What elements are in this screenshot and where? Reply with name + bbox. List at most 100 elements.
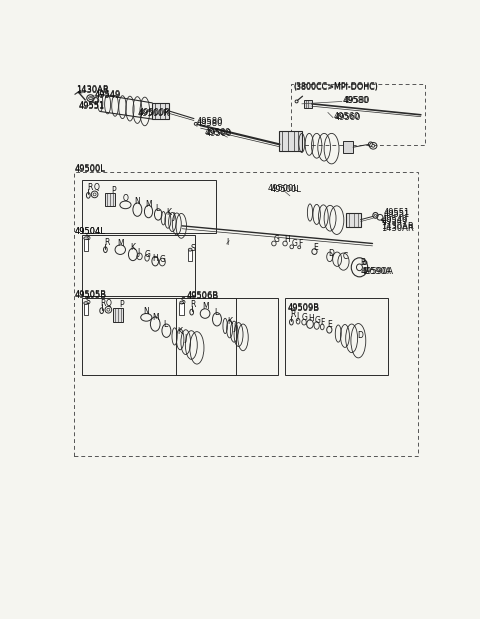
Text: G: G xyxy=(160,254,166,264)
Text: 49580: 49580 xyxy=(197,119,223,128)
Bar xyxy=(285,298,388,374)
Text: J: J xyxy=(137,248,140,257)
Text: 49551: 49551 xyxy=(384,210,410,219)
Text: H: H xyxy=(308,314,313,323)
Ellipse shape xyxy=(107,308,110,311)
Text: E: E xyxy=(313,243,318,253)
Text: 49551: 49551 xyxy=(79,102,105,111)
Ellipse shape xyxy=(374,214,377,216)
Bar xyxy=(84,303,88,316)
Text: M: M xyxy=(145,200,152,209)
Text: 49506B: 49506B xyxy=(186,292,219,301)
Text: R: R xyxy=(87,183,92,192)
Text: 49500R: 49500R xyxy=(139,108,171,117)
Text: 49549: 49549 xyxy=(382,215,408,224)
Text: L: L xyxy=(214,308,218,317)
Text: 1430AR: 1430AR xyxy=(382,222,414,232)
Text: 49500L: 49500L xyxy=(267,184,299,193)
Text: G: G xyxy=(302,313,308,322)
Text: K: K xyxy=(228,317,232,326)
Ellipse shape xyxy=(93,193,96,196)
Text: 1430AR: 1430AR xyxy=(382,224,414,233)
Text: K: K xyxy=(166,208,171,217)
Ellipse shape xyxy=(89,97,92,100)
Ellipse shape xyxy=(372,144,375,147)
Text: R: R xyxy=(104,238,109,247)
Text: N: N xyxy=(134,197,140,206)
Text: 49560: 49560 xyxy=(334,111,360,121)
Text: J: J xyxy=(172,212,175,221)
Text: 49500L: 49500L xyxy=(75,165,106,174)
Text: D: D xyxy=(358,331,363,340)
Ellipse shape xyxy=(84,301,88,305)
Text: R: R xyxy=(190,300,195,309)
Text: E: E xyxy=(327,320,332,329)
Text: P: P xyxy=(111,186,116,195)
Text: K: K xyxy=(178,327,182,336)
Bar xyxy=(105,193,115,206)
Text: S: S xyxy=(181,297,186,306)
Text: J: J xyxy=(297,312,299,321)
Bar xyxy=(113,308,123,322)
Text: S: S xyxy=(190,244,195,253)
Text: G: G xyxy=(291,238,297,248)
Bar xyxy=(188,249,192,261)
Text: 49509B: 49509B xyxy=(288,303,320,313)
Ellipse shape xyxy=(188,248,192,251)
Bar xyxy=(347,212,360,227)
Text: Q: Q xyxy=(106,298,111,308)
Text: 49560: 49560 xyxy=(204,128,231,137)
Text: L: L xyxy=(163,319,168,329)
Bar xyxy=(74,172,418,456)
Text: 49549: 49549 xyxy=(94,90,120,99)
Text: 49580: 49580 xyxy=(343,95,369,105)
Text: P: P xyxy=(120,300,124,310)
Text: 49506B: 49506B xyxy=(186,291,219,300)
Bar xyxy=(279,131,302,150)
Bar xyxy=(343,141,353,153)
Text: Q: Q xyxy=(94,183,99,192)
Bar xyxy=(304,100,312,108)
Text: R: R xyxy=(290,311,295,319)
Text: J: J xyxy=(233,323,235,332)
Ellipse shape xyxy=(84,237,88,240)
Text: G: G xyxy=(315,316,321,325)
Text: 49505B: 49505B xyxy=(75,290,107,300)
Text: F: F xyxy=(298,240,302,248)
Bar xyxy=(176,298,278,374)
Text: L: L xyxy=(155,204,159,213)
Text: M: M xyxy=(152,313,159,322)
Bar xyxy=(82,235,195,296)
Text: O: O xyxy=(122,194,128,202)
Text: 49551: 49551 xyxy=(384,208,410,217)
Ellipse shape xyxy=(180,301,183,304)
Text: 49590A: 49590A xyxy=(361,267,393,276)
Text: J: J xyxy=(184,334,187,343)
Text: 49551: 49551 xyxy=(79,102,105,110)
Text: C: C xyxy=(343,252,348,261)
Text: D: D xyxy=(329,248,335,258)
Text: F: F xyxy=(321,318,325,327)
Bar xyxy=(290,84,424,145)
Text: 49500L: 49500L xyxy=(75,163,106,173)
Text: (3800CC>MPI-DOHC): (3800CC>MPI-DOHC) xyxy=(293,83,378,92)
Text: S: S xyxy=(85,297,90,306)
Text: 49500R: 49500R xyxy=(138,109,170,118)
Text: G: G xyxy=(145,250,151,259)
Text: H: H xyxy=(285,235,290,244)
Ellipse shape xyxy=(357,264,362,271)
Bar xyxy=(180,303,183,315)
Text: 49504L: 49504L xyxy=(75,227,106,236)
Text: 49500L: 49500L xyxy=(270,185,301,194)
Text: N: N xyxy=(144,307,149,316)
Text: 49505B: 49505B xyxy=(75,292,107,300)
Text: S: S xyxy=(85,233,90,242)
Text: 49560: 49560 xyxy=(335,113,361,122)
Text: 49549: 49549 xyxy=(94,91,120,100)
Text: M: M xyxy=(117,238,124,248)
Text: K: K xyxy=(130,243,135,253)
Text: R: R xyxy=(100,298,106,308)
Text: 49590A: 49590A xyxy=(360,267,392,276)
Bar xyxy=(82,298,236,374)
Bar xyxy=(82,180,216,233)
